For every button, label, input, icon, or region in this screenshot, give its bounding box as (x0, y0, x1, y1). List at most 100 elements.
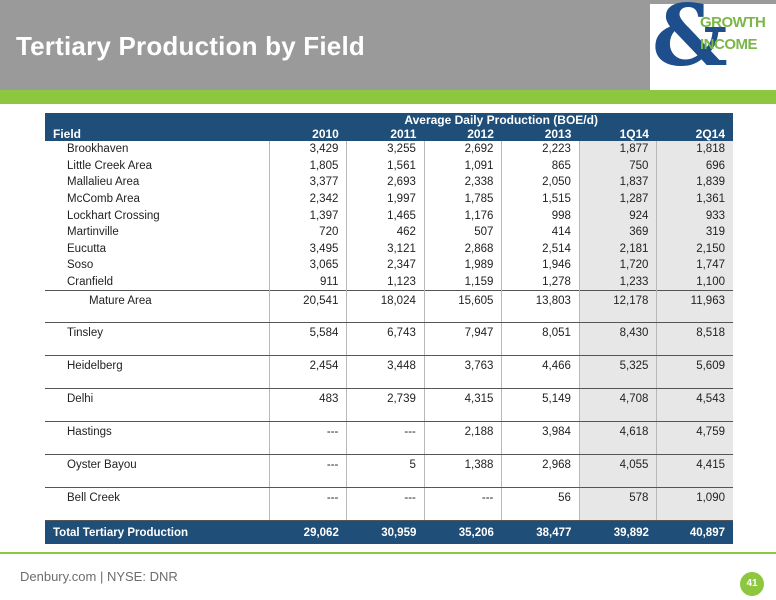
value-cell: 1,989 (423, 257, 502, 274)
value-cell: --- (268, 454, 347, 476)
value-cell: 20,541 (268, 289, 347, 311)
value-cell: 1,561 (346, 157, 425, 175)
value-cell: 3,495 (268, 240, 347, 258)
value-cell: 319 (656, 223, 733, 241)
table-row: Hastings --- --- 2,188 3,984 4,618 4,759 (45, 421, 733, 443)
value-cell: 483 (268, 388, 347, 410)
table-row: McComb Area 2,342 1,997 1,785 1,515 1,287 1,36… (45, 190, 733, 208)
value-cell: 696 (656, 157, 733, 175)
value-cell: 11,963 (656, 289, 733, 311)
value-cell: 1,176 (423, 207, 502, 224)
field-name-cell: Total Tertiary Production (45, 520, 270, 545)
value-cell: 1,233 (578, 273, 657, 291)
column-header: 2011 (346, 127, 425, 141)
value-cell: 13,803 (501, 289, 580, 311)
value-cell: 3,429 (268, 141, 347, 158)
value-cell: 15,605 (423, 289, 502, 311)
value-cell: 2,338 (423, 174, 502, 191)
value-cell: 2,968 (501, 454, 580, 476)
value-cell: 1,090 (656, 487, 733, 509)
value-cell: 1,747 (656, 257, 733, 274)
table-row: Heidelberg 2,454 3,448 3,763 4,466 5,325 5,609 (45, 355, 733, 377)
spacer-row (45, 409, 733, 422)
field-name-cell: Lockhart Crossing (67, 209, 160, 222)
column-header: 2012 (424, 127, 502, 141)
value-cell: 39,892 (579, 520, 657, 545)
value-cell: 7,947 (423, 322, 502, 344)
value-cell: 8,430 (578, 322, 657, 344)
table-header-row: Field 2010 2011 2012 2013 1Q14 2Q14 (45, 127, 733, 141)
value-cell: 1,361 (656, 190, 733, 208)
table-group-header-row: Average Daily Production (BOE/d) (45, 113, 733, 127)
value-cell: 12,178 (578, 289, 657, 311)
value-cell: 911 (268, 273, 347, 291)
field-name-cell: McComb Area (67, 193, 140, 206)
value-cell: 865 (501, 157, 580, 175)
production-table: Average Daily Production (BOE/d) Field 2… (45, 113, 733, 545)
value-cell: 8,518 (656, 322, 733, 344)
value-cell: 38,477 (501, 520, 580, 545)
value-cell: 1,123 (346, 273, 425, 291)
field-name-cell: Mallalieu Area (67, 176, 140, 189)
value-cell: 3,065 (268, 257, 347, 274)
field-name-cell: Eucutta (67, 242, 106, 255)
value-cell: 1,997 (346, 190, 425, 208)
value-cell: 2,188 (423, 421, 502, 443)
field-name-cell: Delhi (67, 393, 94, 406)
slide-title: Tertiary Production by Field (16, 31, 365, 61)
value-cell: 56 (501, 487, 580, 509)
value-cell: 1,159 (423, 273, 502, 291)
value-cell: 462 (346, 223, 425, 241)
value-cell: 2,150 (656, 240, 733, 258)
value-cell: 1,946 (501, 257, 580, 274)
value-cell: 1,465 (346, 207, 425, 224)
value-cell: 1,287 (578, 190, 657, 208)
column-header: 2Q14 (656, 127, 733, 141)
value-cell: 4,055 (578, 454, 657, 476)
value-cell: --- (423, 487, 502, 509)
growth-income-logo: & GROWTH INCOME (650, 0, 776, 90)
value-cell: 1,818 (656, 141, 733, 158)
value-cell: 2,181 (578, 240, 657, 258)
table-row: Little Creek Area 1,805 1,561 1,091 865 750 69… (45, 157, 733, 175)
spacer-row (45, 442, 733, 455)
field-name-cell: Cranfield (67, 275, 114, 288)
table-row: Lockhart Crossing 1,397 1,465 1,176 998 924 93… (45, 207, 733, 224)
value-cell: 4,315 (423, 388, 502, 410)
value-cell: 2,693 (346, 174, 425, 191)
field-column-header: Field (45, 127, 270, 141)
value-cell: 2,223 (501, 141, 580, 158)
value-cell: 2,347 (346, 257, 425, 274)
accent-band (0, 90, 776, 104)
field-name-cell: Hastings (67, 426, 112, 439)
value-cell: 1,839 (656, 174, 733, 191)
value-cell: 3,984 (501, 421, 580, 443)
value-cell: 4,759 (656, 421, 733, 443)
value-cell: 507 (423, 223, 502, 241)
table-row: Bell Creek --- --- --- 56 578 1,090 (45, 487, 733, 509)
value-cell: 4,466 (501, 355, 580, 377)
value-cell: 6,743 (346, 322, 425, 344)
value-cell: 3,763 (423, 355, 502, 377)
value-cell: 4,543 (656, 388, 733, 410)
table-row: Martinville 720 462 507 414 369 319 (45, 223, 733, 241)
value-cell: 1,515 (501, 190, 580, 208)
value-cell: 2,514 (501, 240, 580, 258)
value-cell: 578 (578, 487, 657, 509)
value-cell: 2,342 (268, 190, 347, 208)
value-cell: 2,692 (423, 141, 502, 158)
field-name-cell: Mature Area (45, 289, 270, 311)
value-cell: 4,415 (656, 454, 733, 476)
value-cell: 5,609 (656, 355, 733, 377)
value-cell: 1,278 (501, 273, 580, 291)
field-name-cell: Little Creek Area (67, 159, 153, 172)
value-cell: 18,024 (346, 289, 425, 311)
spacer-row (45, 343, 733, 356)
value-cell: 720 (268, 223, 347, 241)
value-cell: 414 (501, 223, 580, 241)
column-header: 2010 (269, 127, 347, 141)
spacer-row (45, 508, 733, 521)
value-cell: 3,448 (346, 355, 425, 377)
value-cell: 1,877 (578, 141, 657, 158)
field-name-cell: Heidelberg (67, 360, 123, 373)
